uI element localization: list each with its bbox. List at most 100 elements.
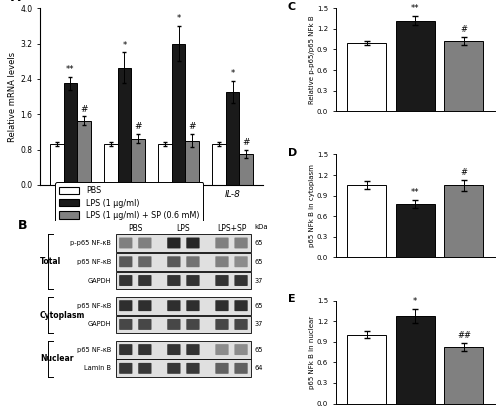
Bar <box>104 144 118 185</box>
Text: **: ** <box>66 65 74 74</box>
Y-axis label: p65 NFk B in nuclear: p65 NFk B in nuclear <box>310 315 316 389</box>
Bar <box>158 144 172 185</box>
Bar <box>444 186 484 258</box>
FancyBboxPatch shape <box>119 300 132 311</box>
Text: LPS+SP: LPS+SP <box>217 224 246 233</box>
Text: p65 NF-κB: p65 NF-κB <box>77 347 112 353</box>
Bar <box>116 297 251 314</box>
Text: 64: 64 <box>254 365 262 371</box>
FancyBboxPatch shape <box>138 344 151 355</box>
FancyBboxPatch shape <box>167 319 180 330</box>
Text: Nuclear: Nuclear <box>40 354 74 364</box>
FancyBboxPatch shape <box>167 300 180 311</box>
FancyBboxPatch shape <box>138 275 151 286</box>
Bar <box>396 204 435 258</box>
FancyBboxPatch shape <box>167 275 180 286</box>
Bar <box>240 154 253 185</box>
Bar <box>226 92 239 185</box>
FancyBboxPatch shape <box>234 238 248 248</box>
FancyBboxPatch shape <box>234 256 248 267</box>
Text: **: ** <box>411 4 420 13</box>
Text: #: # <box>188 122 196 131</box>
Bar <box>348 42 386 111</box>
Text: 65: 65 <box>254 240 262 246</box>
Bar <box>118 68 131 185</box>
FancyBboxPatch shape <box>186 363 200 374</box>
Text: 65: 65 <box>254 347 262 353</box>
FancyBboxPatch shape <box>234 344 248 355</box>
Bar <box>116 253 251 271</box>
FancyBboxPatch shape <box>186 319 200 330</box>
FancyBboxPatch shape <box>119 363 132 374</box>
Text: D: D <box>288 148 297 158</box>
Text: 65: 65 <box>254 303 262 309</box>
FancyBboxPatch shape <box>138 363 151 374</box>
Text: GAPDH: GAPDH <box>88 322 112 327</box>
FancyBboxPatch shape <box>119 238 132 248</box>
Bar <box>212 144 226 185</box>
Bar <box>348 335 386 404</box>
Bar <box>50 144 64 185</box>
FancyBboxPatch shape <box>138 256 151 267</box>
FancyBboxPatch shape <box>167 256 180 267</box>
Bar <box>116 315 251 333</box>
Text: #: # <box>460 168 468 177</box>
FancyBboxPatch shape <box>216 363 228 374</box>
Bar <box>348 186 386 258</box>
Bar <box>116 234 251 252</box>
FancyBboxPatch shape <box>216 256 228 267</box>
FancyBboxPatch shape <box>216 238 228 248</box>
FancyBboxPatch shape <box>138 319 151 330</box>
Bar <box>77 121 90 185</box>
Text: E: E <box>288 295 296 305</box>
FancyBboxPatch shape <box>234 363 248 374</box>
Bar <box>116 272 251 290</box>
Text: #: # <box>242 138 250 147</box>
Text: GAPDH: GAPDH <box>88 277 112 284</box>
FancyBboxPatch shape <box>186 300 200 311</box>
FancyBboxPatch shape <box>119 256 132 267</box>
FancyBboxPatch shape <box>186 275 200 286</box>
FancyBboxPatch shape <box>138 238 151 248</box>
Bar <box>131 139 145 185</box>
Bar <box>172 44 186 185</box>
FancyBboxPatch shape <box>186 238 200 248</box>
FancyBboxPatch shape <box>216 344 228 355</box>
Text: Lamin B: Lamin B <box>84 365 112 371</box>
Text: **: ** <box>411 188 420 197</box>
Text: #: # <box>134 122 142 131</box>
FancyBboxPatch shape <box>216 275 228 286</box>
FancyBboxPatch shape <box>216 319 228 330</box>
Text: *: * <box>122 41 126 50</box>
Text: 37: 37 <box>254 322 262 327</box>
FancyBboxPatch shape <box>167 238 180 248</box>
FancyBboxPatch shape <box>216 300 228 311</box>
FancyBboxPatch shape <box>186 256 200 267</box>
Text: *: * <box>230 69 234 79</box>
FancyBboxPatch shape <box>167 363 180 374</box>
FancyBboxPatch shape <box>234 275 248 286</box>
Text: p65 NF-κB: p65 NF-κB <box>77 259 112 265</box>
Text: p-p65 NF-κB: p-p65 NF-κB <box>70 240 112 246</box>
Text: kDa: kDa <box>254 224 268 230</box>
FancyBboxPatch shape <box>167 344 180 355</box>
Text: #: # <box>460 25 468 35</box>
Text: 37: 37 <box>254 277 262 284</box>
Bar <box>116 359 251 377</box>
Text: Total: Total <box>40 257 61 266</box>
FancyBboxPatch shape <box>119 275 132 286</box>
Bar <box>186 141 199 185</box>
FancyBboxPatch shape <box>119 319 132 330</box>
Text: LPS: LPS <box>176 224 190 233</box>
Text: PBS: PBS <box>128 224 142 233</box>
Y-axis label: Relative mRNA levels: Relative mRNA levels <box>8 52 18 141</box>
Text: Cytoplasm: Cytoplasm <box>40 311 86 319</box>
FancyBboxPatch shape <box>234 300 248 311</box>
Text: B: B <box>18 220 27 233</box>
Text: C: C <box>288 2 296 12</box>
FancyBboxPatch shape <box>138 300 151 311</box>
Bar <box>396 21 435 111</box>
Bar <box>64 83 77 185</box>
Text: ##: ## <box>457 332 471 340</box>
FancyBboxPatch shape <box>234 319 248 330</box>
